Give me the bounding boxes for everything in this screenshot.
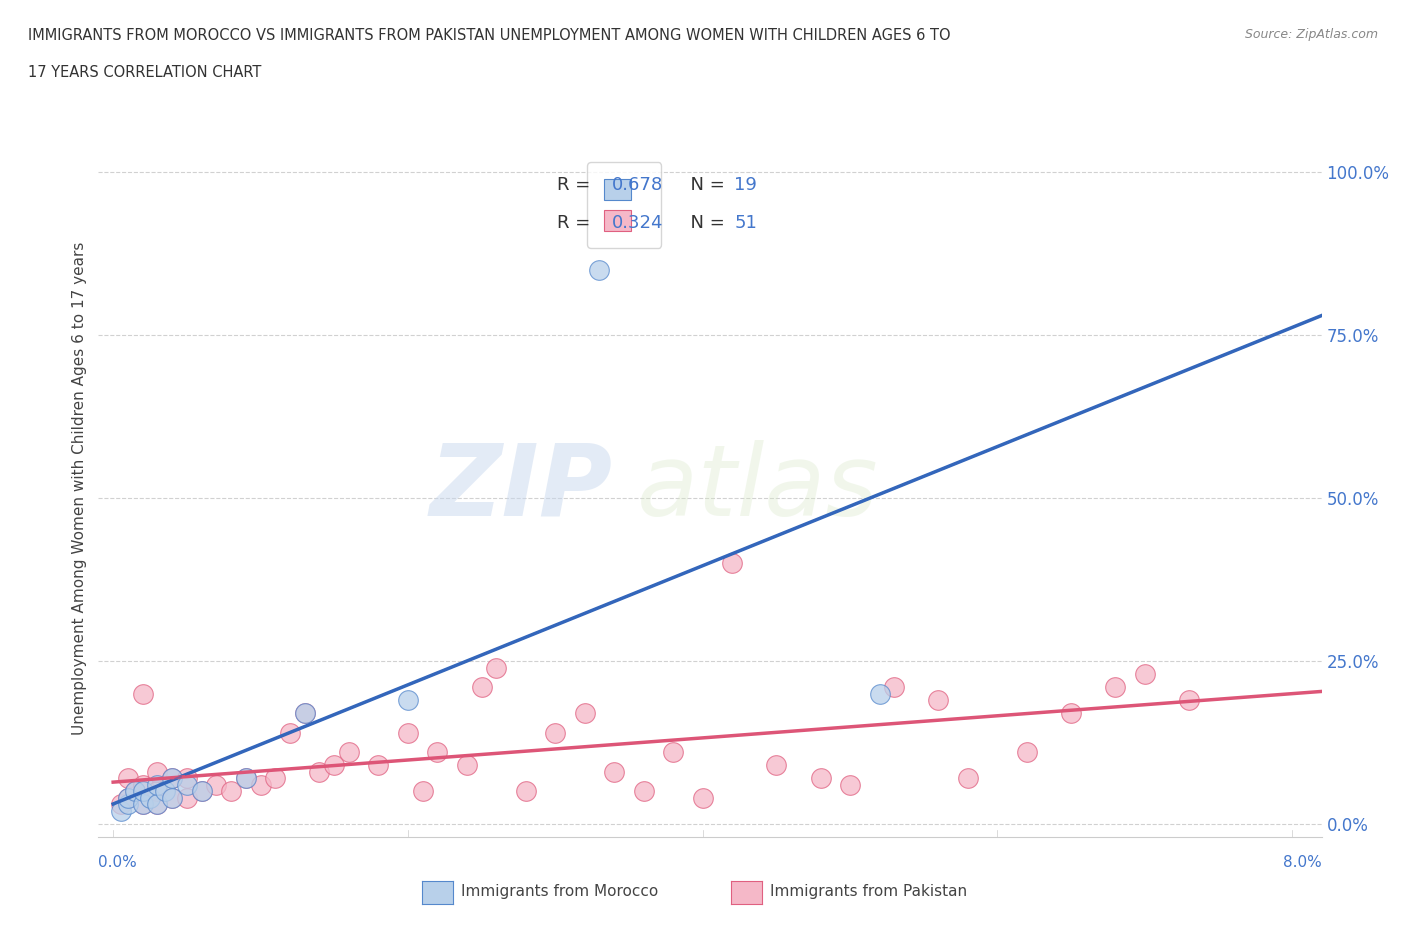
Point (662, 745, 685, 760)
Point (146, 777, 169, 792)
Point (883, 680, 905, 695)
Point (117, 797, 139, 812)
Point (485, 660, 508, 675)
Point (160, 790, 183, 805)
Point (1060, 706, 1083, 721)
Point (146, 764, 169, 779)
Point (131, 686, 153, 701)
Point (117, 790, 139, 805)
Point (160, 771, 183, 786)
Text: 17 YEARS CORRELATION CHART: 17 YEARS CORRELATION CHART (28, 65, 262, 80)
Point (190, 784, 212, 799)
Point (117, 771, 139, 786)
Point (396, 693, 419, 708)
Point (124, 784, 146, 799)
Point (190, 784, 212, 799)
Point (426, 745, 449, 760)
Point (131, 777, 153, 792)
Point (146, 784, 169, 799)
Point (249, 777, 271, 792)
Point (176, 777, 198, 792)
Text: Immigrants from Morocco: Immigrants from Morocco (461, 884, 658, 899)
Text: ZIP: ZIP (429, 440, 612, 537)
Point (323, 758, 346, 773)
Point (588, 262, 610, 277)
Point (160, 790, 183, 805)
Point (131, 797, 153, 812)
Point (471, 680, 494, 695)
Point (176, 790, 198, 805)
Point (153, 784, 176, 799)
Point (219, 784, 242, 799)
Text: 19: 19 (734, 176, 758, 193)
Point (839, 777, 862, 792)
Point (264, 771, 287, 786)
Text: Immigrants from Pakistan: Immigrants from Pakistan (770, 884, 967, 899)
Point (396, 725, 419, 740)
Point (146, 797, 169, 812)
Point (131, 784, 153, 799)
Point (124, 784, 146, 799)
Text: 51: 51 (734, 214, 758, 232)
Text: 8.0%: 8.0% (1282, 855, 1322, 870)
Point (294, 706, 316, 721)
Point (1178, 693, 1201, 708)
Point (294, 706, 316, 721)
Text: atlas: atlas (637, 440, 879, 537)
Point (515, 784, 537, 799)
Text: N =: N = (679, 214, 731, 232)
Y-axis label: Unemployment Among Women with Children Ages 6 to 17 years: Unemployment Among Women with Children A… (72, 242, 87, 735)
Text: 0.678: 0.678 (612, 176, 664, 193)
Point (117, 790, 139, 805)
Point (367, 758, 389, 773)
Text: IMMIGRANTS FROM MOROCCO VS IMMIGRANTS FROM PAKISTAN UNEMPLOYMENT AMONG WOMEN WIT: IMMIGRANTS FROM MOROCCO VS IMMIGRANTS FR… (28, 28, 950, 43)
Point (176, 771, 198, 786)
Point (765, 758, 787, 773)
Point (205, 777, 228, 792)
Point (131, 797, 153, 812)
Text: N =: N = (679, 176, 731, 193)
Point (574, 706, 596, 721)
Point (956, 771, 979, 786)
Point (337, 745, 360, 760)
Point (160, 771, 183, 786)
Text: 0.0%: 0.0% (98, 855, 138, 870)
Point (721, 556, 744, 571)
Text: 0.324: 0.324 (612, 214, 664, 232)
Point (110, 804, 132, 818)
Point (633, 784, 655, 799)
Point (456, 758, 478, 773)
Point (544, 725, 567, 740)
Point (1104, 680, 1126, 695)
Legend: , : , (588, 163, 661, 247)
Point (235, 771, 257, 786)
Point (412, 784, 434, 799)
Point (139, 790, 162, 805)
Point (110, 797, 132, 812)
Text: Source: ZipAtlas.com: Source: ZipAtlas.com (1244, 28, 1378, 41)
Text: R =: R = (557, 176, 596, 193)
Point (1015, 745, 1038, 760)
Point (603, 764, 626, 779)
Point (278, 725, 301, 740)
Point (927, 693, 949, 708)
Point (810, 771, 832, 786)
Text: R =: R = (557, 214, 596, 232)
Point (1133, 667, 1156, 682)
Point (308, 764, 330, 779)
Point (692, 790, 714, 805)
Point (869, 686, 891, 701)
Point (146, 797, 169, 812)
Point (235, 771, 257, 786)
